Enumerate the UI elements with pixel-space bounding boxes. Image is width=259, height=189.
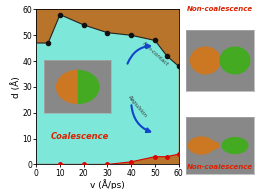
Circle shape xyxy=(191,47,220,74)
Text: Coalescence: Coalescence xyxy=(51,132,109,141)
Ellipse shape xyxy=(222,138,248,153)
Wedge shape xyxy=(56,70,78,104)
Ellipse shape xyxy=(189,137,214,154)
Text: Non-contact: Non-contact xyxy=(141,41,169,67)
Text: Non-coalescence: Non-coalescence xyxy=(186,164,253,170)
Text: Repulsion: Repulsion xyxy=(126,95,148,119)
X-axis label: v (Å/ps): v (Å/ps) xyxy=(90,179,125,189)
Text: Non-coalescence: Non-coalescence xyxy=(186,6,253,12)
Circle shape xyxy=(220,47,250,74)
Wedge shape xyxy=(78,70,100,104)
Ellipse shape xyxy=(211,142,219,149)
Polygon shape xyxy=(36,15,179,164)
Y-axis label: d (Å): d (Å) xyxy=(11,76,21,98)
